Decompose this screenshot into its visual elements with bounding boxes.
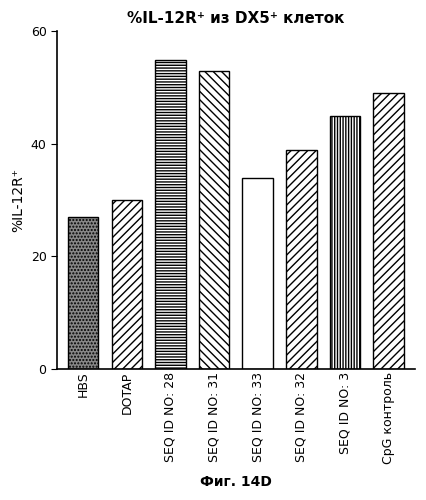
- Bar: [199, 71, 229, 369]
- Bar: [112, 200, 142, 369]
- Bar: [286, 150, 317, 369]
- Bar: [330, 116, 360, 369]
- Bar: [155, 60, 186, 369]
- Title: %IL-12R⁺ из DX5⁺ клеток: %IL-12R⁺ из DX5⁺ клеток: [127, 11, 345, 26]
- X-axis label: Фиг. 14D: Фиг. 14D: [200, 475, 272, 489]
- Y-axis label: %IL-12R⁺: %IL-12R⁺: [11, 168, 25, 232]
- Bar: [68, 217, 98, 369]
- Bar: [242, 178, 273, 369]
- Bar: [374, 94, 404, 369]
